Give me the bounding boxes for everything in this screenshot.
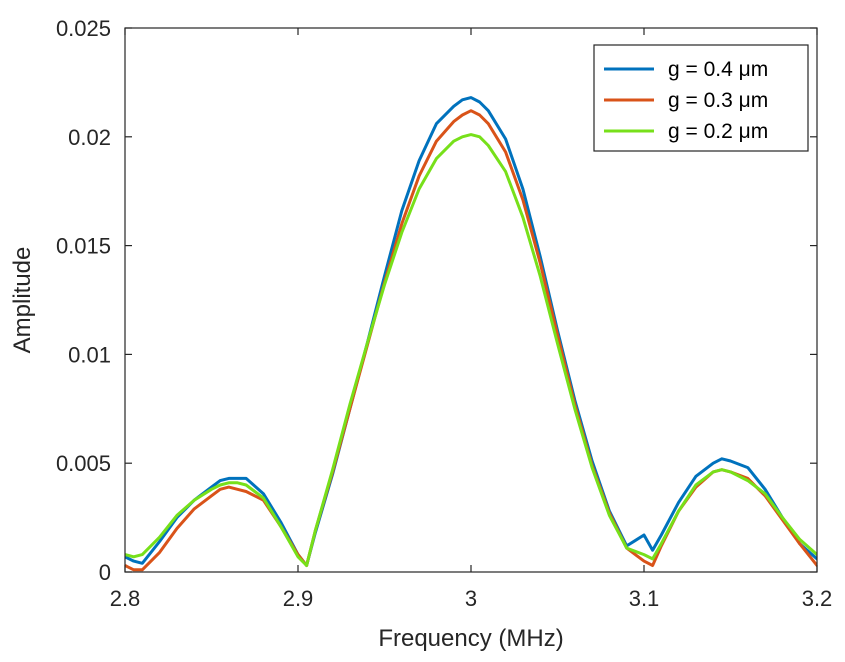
x-tick-label: 3.1 xyxy=(629,586,660,611)
y-tick-label: 0.02 xyxy=(68,125,111,150)
series-line-3 xyxy=(125,133,817,567)
series-line-1 xyxy=(125,96,817,567)
y-tick-label: 0.025 xyxy=(56,16,111,41)
legend-box xyxy=(593,44,809,152)
x-axis-title: Frequency (MHz) xyxy=(378,625,563,652)
legend-label-2: g = 0.3 μm xyxy=(668,89,768,112)
y-tick-label: 0.005 xyxy=(56,451,111,476)
plot-lines xyxy=(125,96,817,572)
legend-label-1: g = 0.4 μm xyxy=(668,58,768,81)
y-axis-ticks: 0 0.005 0.01 0.015 0.02 0.025 xyxy=(56,16,817,585)
y-tick-label: 0.01 xyxy=(68,342,111,367)
legend: g = 0.4 μm g = 0.3 μm g = 0.2 μm xyxy=(593,44,809,152)
y-tick-label: 0 xyxy=(99,560,111,585)
x-tick-label: 3 xyxy=(465,586,477,611)
x-tick-label: 3.2 xyxy=(802,586,833,611)
legend-label-3: g = 0.2 μm xyxy=(668,120,768,143)
y-axis-title: Amplitude xyxy=(9,247,36,354)
x-tick-label: 2.9 xyxy=(283,586,314,611)
x-tick-label: 2.8 xyxy=(110,586,141,611)
x-axis-ticks: 2.8 2.9 3 3.1 3.2 xyxy=(110,28,833,611)
y-tick-label: 0.015 xyxy=(56,234,111,259)
